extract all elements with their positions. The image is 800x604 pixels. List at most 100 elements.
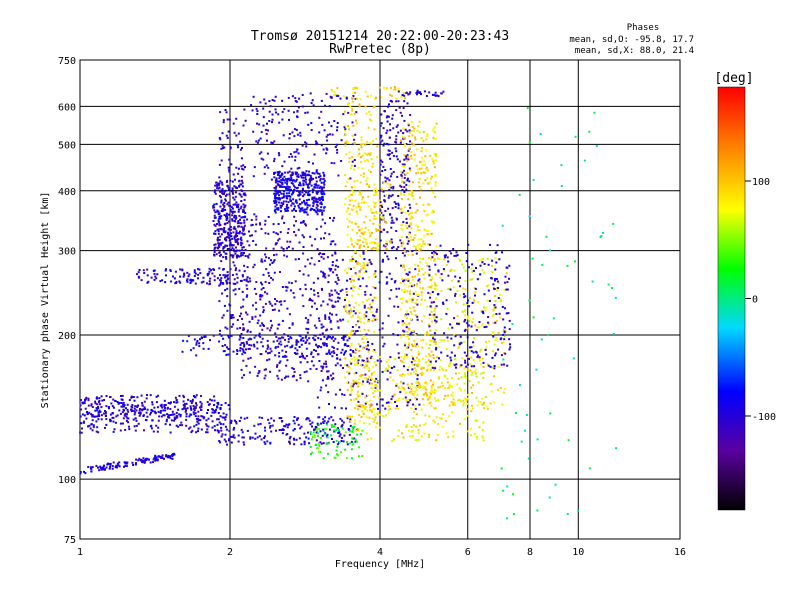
data-point	[323, 274, 326, 277]
data-point	[233, 237, 236, 240]
data-point	[273, 259, 276, 262]
data-point	[244, 255, 247, 257]
data-point	[511, 322, 514, 325]
data-point	[303, 443, 306, 446]
data-point	[80, 431, 83, 434]
data-point	[408, 271, 411, 274]
data-point	[363, 263, 366, 266]
data-point	[452, 363, 455, 366]
data-point	[434, 159, 437, 162]
data-point	[453, 344, 456, 347]
data-point	[412, 357, 414, 360]
data-point	[317, 346, 319, 349]
data-point	[402, 266, 405, 269]
data-point	[410, 215, 413, 218]
data-point	[279, 174, 281, 177]
data-point	[499, 338, 502, 341]
data-point	[343, 394, 346, 396]
data-point	[351, 294, 354, 297]
data-point	[299, 174, 302, 177]
data-point	[83, 414, 86, 417]
data-point	[280, 174, 283, 177]
data-point	[273, 308, 276, 311]
data-point	[275, 177, 278, 180]
data-point	[283, 179, 286, 182]
data-point	[226, 179, 229, 182]
data-point	[480, 362, 483, 365]
data-point	[165, 454, 168, 457]
data-point	[358, 262, 361, 265]
data-point	[348, 372, 351, 375]
data-point	[297, 173, 300, 176]
data-point	[293, 296, 296, 299]
data-point	[221, 292, 224, 295]
data-point	[373, 379, 376, 382]
data-point	[264, 253, 267, 256]
data-point	[218, 421, 221, 424]
data-point	[388, 186, 391, 189]
data-point	[491, 333, 494, 335]
data-point	[363, 231, 366, 234]
data-point	[423, 432, 426, 435]
data-point	[354, 438, 357, 441]
data-point	[363, 245, 365, 248]
data-point	[366, 377, 369, 380]
data-point	[388, 366, 391, 369]
data-point	[305, 341, 308, 344]
data-point	[415, 172, 418, 175]
data-point	[387, 364, 390, 367]
data-point	[342, 318, 345, 321]
data-point	[308, 342, 311, 345]
data-point	[281, 177, 284, 180]
data-point	[233, 185, 236, 188]
data-point	[385, 222, 388, 224]
data-point	[397, 131, 400, 134]
data-point	[418, 270, 421, 273]
data-point	[430, 258, 432, 261]
data-point	[274, 195, 277, 198]
data-point	[258, 416, 261, 419]
data-point	[305, 418, 308, 421]
data-point	[280, 429, 283, 431]
data-point	[229, 228, 232, 231]
data-point	[463, 372, 466, 375]
data-point	[295, 379, 298, 382]
data-point	[165, 268, 167, 271]
data-point	[349, 260, 351, 263]
data-point	[323, 362, 326, 365]
data-point	[194, 282, 197, 285]
data-point	[389, 371, 392, 374]
data-point	[311, 425, 313, 428]
data-point	[506, 281, 509, 284]
data-point	[205, 423, 208, 426]
data-point	[349, 105, 352, 108]
data-point	[219, 441, 222, 444]
data-point	[180, 421, 183, 424]
data-point	[412, 292, 415, 295]
data-point	[351, 385, 354, 388]
data-point	[460, 364, 463, 367]
data-point	[244, 212, 247, 214]
data-point	[367, 246, 370, 249]
data-point	[435, 360, 437, 363]
data-point	[98, 469, 101, 472]
data-point	[482, 312, 485, 315]
data-point	[338, 435, 341, 438]
data-point	[319, 202, 322, 205]
data-point	[433, 166, 436, 169]
data-point	[97, 407, 100, 410]
data-point	[310, 353, 313, 356]
data-point	[476, 356, 479, 359]
data-point	[349, 331, 352, 334]
data-point	[104, 415, 107, 417]
data-point	[429, 379, 432, 382]
data-point	[450, 351, 453, 354]
data-point	[429, 343, 432, 346]
data-point	[482, 371, 485, 374]
data-point	[213, 254, 216, 257]
data-point	[273, 202, 276, 204]
data-point	[154, 275, 157, 278]
data-point	[566, 513, 569, 515]
data-point	[428, 265, 431, 268]
data-point	[403, 247, 406, 250]
